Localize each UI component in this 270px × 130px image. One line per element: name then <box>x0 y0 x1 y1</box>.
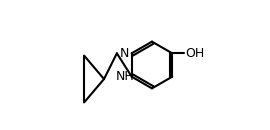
Text: N: N <box>120 47 129 60</box>
Text: NH: NH <box>116 70 135 83</box>
Text: OH: OH <box>185 47 204 60</box>
